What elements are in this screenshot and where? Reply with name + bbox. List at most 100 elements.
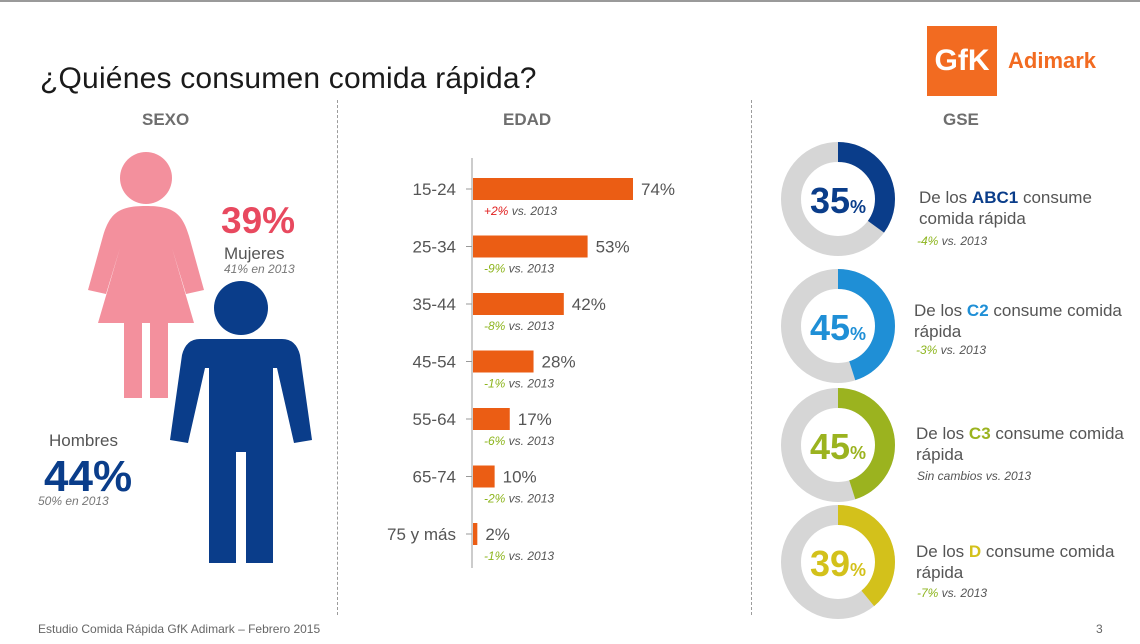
age-change-vs: vs. 2013 [505,262,554,276]
men-2013: 50% en 2013 [38,494,109,508]
age-change-label: -1% vs. 2013 [484,377,554,391]
donut-value-unit: % [850,324,866,344]
footer-source: Estudio Comida Rápida GfK Adimark – Febr… [38,622,321,636]
age-change-delta: -6% [484,434,506,448]
age-category-label: 45-54 [413,353,456,372]
men-label: Hombres [49,431,118,450]
age-change-vs: vs. 2013 [505,549,554,563]
age-change-label: -9% vs. 2013 [484,262,554,276]
women-percent: 39% [221,200,296,241]
age-bar [473,465,495,488]
gse-abc1-change: -4% vs. 2013 [917,234,987,248]
gfk-logo: GfK [927,26,997,96]
gse-text-post: consume [1018,188,1092,207]
gse-segment-abc1: ABC1 [971,188,1019,207]
gse-c3-text: De los C3 consume comida rápida [916,423,1124,465]
gse-text-pre: De los [916,424,969,443]
age-change-vs: vs. 2013 [505,492,554,506]
age-change-label: -6% vs. 2013 [484,434,554,448]
gse-donut-d: 39% [781,505,895,619]
men-percent: 44% [44,452,133,501]
donut-value-label: 45% [810,307,866,348]
gse-text-line2: rápida [916,445,964,464]
age-change-label: -1% vs. 2013 [484,549,554,563]
divider-right [751,100,752,615]
gse-donut-c2: 45% [781,269,895,383]
gse-c3-change: Sin cambios vs. 2013 [917,469,1031,483]
women-label: Mujeres [224,244,285,263]
divider-left [337,100,338,615]
top-rule [0,0,1140,2]
age-value-label: 28% [542,353,576,372]
page-number: 3 [1096,622,1103,636]
gse-text-line2: comida rápida [919,209,1026,228]
gse-abc1-text: De los ABC1 consume comida rápida [919,187,1092,229]
donut-slice [781,269,895,383]
donut-value-label: 35% [810,180,866,221]
gse-text-line2: rápida [914,322,962,341]
gse-text-line2: rápida [916,563,964,582]
age-change-vs: vs. 2013 [508,204,557,218]
gse-vs: vs. 2013 [937,343,987,357]
gse-segment-d: D [968,542,982,561]
donut-value-unit: % [850,560,866,580]
age-category-label: 25-34 [413,238,456,257]
donut-slice [781,142,895,256]
age-bar [473,523,478,545]
donut-slice [781,388,895,502]
age-value-label: 74% [641,180,675,199]
gse-vs: vs. 2013 [938,586,988,600]
age-change-label: -8% vs. 2013 [484,319,554,333]
donut-value-number: 45 [810,426,850,467]
gse-c2-text: De los C2 consume comida rápida [914,300,1122,342]
age-category-label: 35-44 [413,295,456,314]
age-value-label: 42% [572,295,606,314]
age-value-label: 53% [596,238,630,257]
age-change-vs: vs. 2013 [505,377,554,391]
donut-value-label: 39% [810,543,866,584]
age-value-label: 2% [485,525,510,544]
gse-vs: Sin cambios vs. 2013 [917,469,1032,483]
age-category-label: 15-24 [413,180,456,199]
age-change-delta: -9% [484,262,506,276]
age-category-label: 55-64 [413,410,456,429]
women-2013: 41% en 2013 [224,262,295,276]
age-change-delta: -2% [484,492,506,506]
age-category-label: 75 y más [387,525,456,544]
gse-text-pre: De los [919,188,972,207]
gse-donut-abc1: 35% [781,142,895,256]
age-change-vs: vs. 2013 [505,434,554,448]
donut-value-number: 35 [810,180,850,221]
donut-value-unit: % [850,197,866,217]
age-change-delta: -8% [484,319,506,333]
age-bar [473,350,534,373]
gse-delta: -7% [917,586,939,600]
donut-slice [781,505,895,619]
gse-text-post: consume comida [981,542,1115,561]
donut-value-number: 45 [810,307,850,348]
donut-value-unit: % [850,443,866,463]
gse-c2-change: -3% vs. 2013 [916,343,986,357]
woman-icon [88,152,204,398]
gse-donut-c3: 45% [781,388,895,502]
age-value-label: 17% [518,410,552,429]
age-bar [473,408,510,430]
donut-value-number: 39 [810,543,850,584]
age-change-label: -2% vs. 2013 [484,492,554,506]
logo-name: Adimark [1008,48,1097,73]
gse-text-pre: De los [916,542,969,561]
age-change-label: +2% vs. 2013 [484,204,557,218]
gse-segment-c3: C3 [968,424,991,443]
gse-d-text: De los D consume comida rápida [916,541,1114,583]
logo-mark: GfK [934,44,990,77]
gse-vs: vs. 2013 [938,234,988,248]
donut-value-label: 45% [810,426,866,467]
gse-text-post: consume comida [988,301,1122,320]
gse-text-post: consume comida [990,424,1124,443]
man-icon [170,281,312,563]
age-change-delta: +2% [484,204,509,218]
gender-figures [88,152,312,563]
age-bar [473,178,633,200]
